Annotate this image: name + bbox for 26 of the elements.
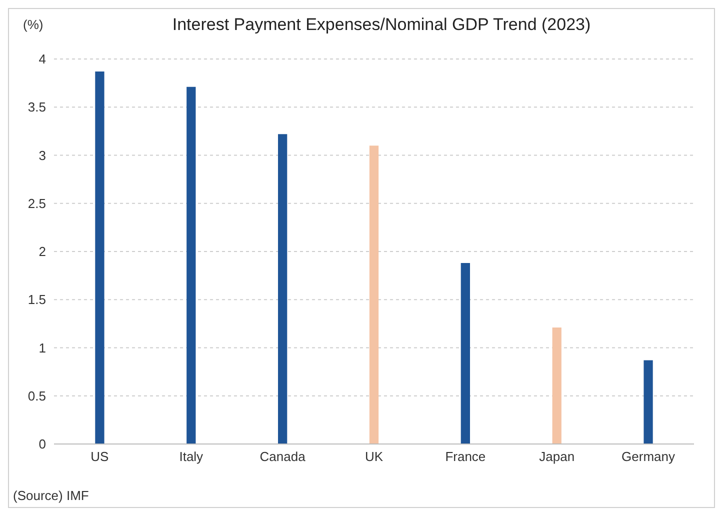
- y-tick-label: 1: [38, 340, 46, 356]
- y-tick-label: 0: [38, 436, 46, 452]
- y-tick-label: 2.5: [28, 196, 46, 211]
- x-tick-label: US: [90, 449, 110, 464]
- y-axis-title: (%): [23, 17, 44, 32]
- x-tick-label: Canada: [260, 449, 306, 464]
- y-tick-label: 2: [38, 244, 46, 260]
- x-tick-label: Germany: [622, 449, 676, 464]
- bar: [460, 263, 470, 444]
- y-tick-label: 1.5: [28, 292, 46, 308]
- bar: [369, 146, 379, 444]
- y-tick-label: 4: [38, 52, 46, 67]
- bar: [644, 360, 653, 444]
- y-tick-label: 0.5: [28, 388, 46, 404]
- text: (Source) IMF: [13, 488, 89, 503]
- y-tick-label: 3.5: [28, 100, 46, 115]
- bar: [278, 134, 288, 444]
- x-tick-label: UK: [364, 449, 384, 464]
- bar: [186, 86, 196, 444]
- bar: [95, 72, 104, 444]
- bar: [552, 328, 562, 444]
- y-tick-label: 3: [38, 148, 46, 163]
- x-tick-label: France: [445, 449, 486, 464]
- chart-title: Interest Payment Expenses/Nominal GDP Trend (2023): [172, 15, 591, 34]
- x-tick-label: Italy: [179, 449, 204, 464]
- x-tick-label: Japan: [539, 449, 575, 464]
